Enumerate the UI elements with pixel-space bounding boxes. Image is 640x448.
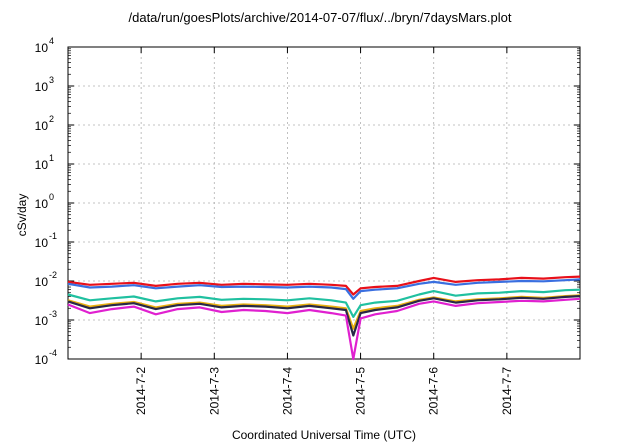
y-tick-label-exponent: 1 (49, 153, 54, 163)
y-tick-label: 10 (35, 80, 49, 94)
x-axis-label: Coordinated Universal Time (UTC) (232, 428, 416, 442)
y-tick-label: 10 (35, 41, 49, 55)
y-tick-label: 10 (35, 236, 49, 250)
y-tick-label: 10 (35, 353, 49, 367)
y-tick-label-exponent: 2 (49, 114, 54, 124)
series-line-1 (67, 275, 581, 296)
y-tick-label: 10 (35, 275, 49, 289)
series-line-3 (67, 288, 581, 318)
y-tick-label-exponent: 0 (49, 192, 54, 202)
x-tick-label: 2014-7-7 (500, 367, 514, 415)
y-tick-label: 10 (35, 158, 49, 172)
y-tick-label: 10 (35, 197, 49, 211)
y-tick-label-exponent: -1 (49, 231, 57, 241)
y-tick-label-exponent: -2 (49, 270, 57, 280)
y-tick-label: 10 (35, 314, 49, 328)
y-tick-label-exponent: 4 (49, 36, 54, 46)
x-tick-label: 2014-7-5 (354, 367, 368, 415)
y-tick-label-exponent: 3 (49, 75, 54, 85)
x-tick-label: 2014-7-2 (134, 367, 148, 415)
y-axis-label: cSv/day (15, 194, 29, 237)
series-line-6 (67, 297, 581, 361)
grid (68, 47, 580, 359)
series-line-2 (67, 278, 581, 300)
x-axis: 2014-7-2 2014-7-3 2014-7-4 2014-7-5 2014-7-6… (134, 47, 514, 415)
x-tick-label: 2014-7-3 (207, 367, 221, 415)
y-tick-label-exponent: -3 (49, 309, 57, 319)
chart-title: /data/run/goesPlots/archive/2014-07-07/f… (129, 10, 512, 25)
y-tick-label: 10 (35, 119, 49, 133)
series-lines (67, 275, 581, 361)
y-tick-label-exponent: -4 (49, 348, 57, 358)
x-tick-label: 2014-7-6 (427, 367, 441, 415)
series-line-5 (67, 295, 581, 337)
x-tick-label: 2014-7-4 (280, 367, 294, 415)
